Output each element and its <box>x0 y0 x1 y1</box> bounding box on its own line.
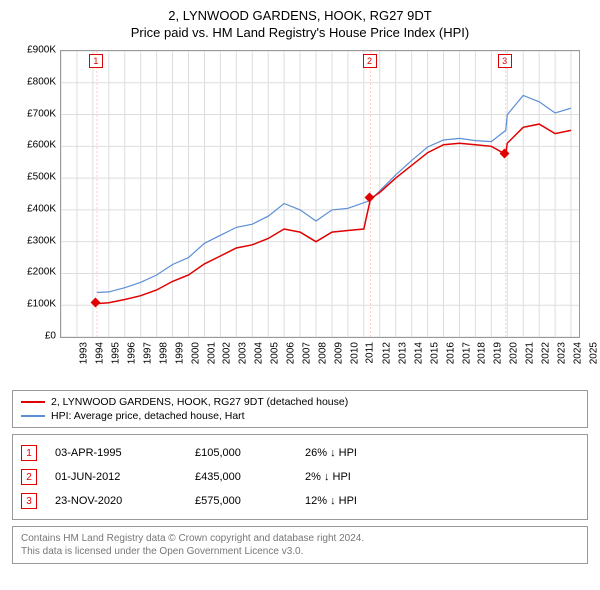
x-tick-label: 2025 <box>588 342 600 364</box>
page-container: 2, LYNWOOD GARDENS, HOOK, RG27 9DT Price… <box>0 0 600 576</box>
legend-box: 2, LYNWOOD GARDENS, HOOK, RG27 9DT (deta… <box>12 390 588 428</box>
transaction-pct: 2% ↓ HPI <box>305 471 425 483</box>
legend-row: 2, LYNWOOD GARDENS, HOOK, RG27 9DT (deta… <box>21 395 579 409</box>
y-tick-label: £600K <box>12 140 56 151</box>
transaction-pct: 12% ↓ HPI <box>305 495 425 507</box>
transaction-price: £575,000 <box>195 495 305 507</box>
y-tick-label: £300K <box>12 235 56 246</box>
title-block: 2, LYNWOOD GARDENS, HOOK, RG27 9DT Price… <box>12 8 588 40</box>
transactions-table: 1 03-APR-1995£105,00026% ↓ HPI 2 01-JUN-201… <box>12 434 588 520</box>
y-tick-label: £0 <box>12 331 56 342</box>
footer-attribution: Contains HM Land Registry data © Crown c… <box>12 526 588 564</box>
y-tick-label: £700K <box>12 108 56 119</box>
transaction-pct: 26% ↓ HPI <box>305 447 425 459</box>
title-address: 2, LYNWOOD GARDENS, HOOK, RG27 9DT <box>12 8 588 23</box>
y-tick-label: £100K <box>12 299 56 310</box>
transaction-date: 01-JUN-2012 <box>55 471 195 483</box>
legend-swatch <box>21 415 45 417</box>
transaction-row: 2 01-JUN-2012£435,0002% ↓ HPI <box>21 465 579 489</box>
transaction-price: £435,000 <box>195 471 305 483</box>
y-tick-label: £200K <box>12 267 56 278</box>
y-tick-label: £900K <box>12 45 56 56</box>
title-subtitle: Price paid vs. HM Land Registry's House … <box>12 25 588 40</box>
transaction-badge: 2 <box>363 54 377 68</box>
y-tick-label: £800K <box>12 76 56 87</box>
transaction-row: 3 23-NOV-2020£575,00012% ↓ HPI <box>21 489 579 513</box>
transaction-row: 1 03-APR-1995£105,00026% ↓ HPI <box>21 441 579 465</box>
transaction-badge: 1 <box>89 54 103 68</box>
chart-area: £0 £100K £200K £300K £400K £500K £600K £700K £80… <box>12 46 588 386</box>
legend-label: HPI: Average price, detached house, Hart <box>51 410 245 422</box>
footer-line-2: This data is licensed under the Open Gov… <box>21 545 579 558</box>
transaction-price: £105,000 <box>195 447 305 459</box>
legend-label: 2, LYNWOOD GARDENS, HOOK, RG27 9DT (deta… <box>51 396 348 408</box>
legend-swatch <box>21 401 45 403</box>
legend-row: HPI: Average price, detached house, Hart <box>21 409 579 423</box>
y-tick-label: £500K <box>12 172 56 183</box>
plot-svg <box>61 51 579 337</box>
footer-line-1: Contains HM Land Registry data © Crown c… <box>21 532 579 545</box>
y-tick-label: £400K <box>12 203 56 214</box>
transaction-badge: 3 <box>498 54 512 68</box>
plot <box>60 50 580 338</box>
transaction-date: 23-NOV-2020 <box>55 495 195 507</box>
transaction-row-badge: 1 <box>21 445 37 461</box>
transaction-date: 03-APR-1995 <box>55 447 195 459</box>
transaction-row-badge: 2 <box>21 469 37 485</box>
transaction-row-badge: 3 <box>21 493 37 509</box>
